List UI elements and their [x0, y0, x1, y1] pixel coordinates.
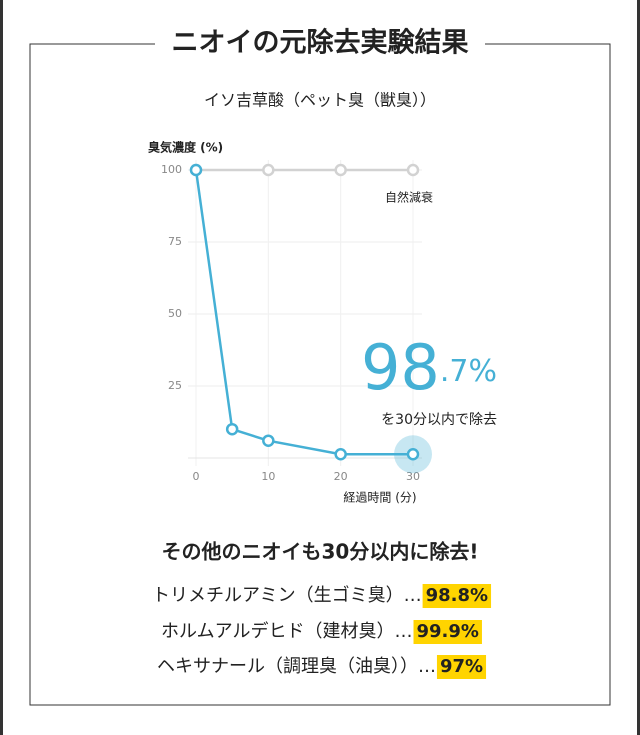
results-heading: その他のニオイも30分以内に除去!	[162, 540, 479, 564]
y-label: 臭気濃度 (%)	[148, 140, 223, 155]
annotation-big: 98	[361, 331, 440, 404]
item-label: ホルムアルデヒド（建材臭）…	[161, 621, 412, 642]
item-value: 97%	[440, 656, 483, 677]
edge	[637, 0, 640, 735]
series-label: 自然減衰	[385, 190, 433, 205]
point	[406, 163, 420, 177]
x-label: 経過時間 (分)	[343, 491, 416, 505]
value-highlight	[422, 584, 492, 608]
page-title: ニオイの元除去実験結果	[172, 27, 469, 59]
x-tick-label: 30	[406, 470, 420, 483]
y-tick-label: 50	[168, 307, 182, 320]
annotation-value: 98.7%	[361, 331, 497, 404]
item-label: ヘキサナール（調理臭（油臭））…	[157, 656, 436, 677]
point	[406, 448, 420, 461]
item-value: 99.9%	[417, 621, 479, 642]
point	[225, 422, 239, 436]
annotation-small: .7%	[440, 354, 497, 389]
annotation-text: を30分以内で除去	[381, 412, 497, 428]
x-tick-label: 20	[334, 470, 348, 483]
item-value: 98.8%	[426, 585, 488, 606]
y-tick-label: 75	[168, 235, 182, 248]
x-tick-label: 10	[261, 470, 275, 483]
value-highlight	[413, 620, 482, 644]
item-label: トリメチルアミン（生ゴミ臭）…	[152, 585, 422, 606]
value-highlight	[436, 655, 487, 679]
point	[334, 448, 347, 461]
point	[189, 163, 203, 177]
point	[262, 434, 275, 447]
title-gap	[155, 30, 485, 60]
y-tick-label: 100	[161, 163, 182, 176]
point	[262, 163, 275, 177]
y-tick-label: 25	[168, 379, 182, 392]
point	[334, 163, 347, 177]
chart-title: イソ吉草酸（ペット臭（獣臭））	[204, 91, 436, 110]
x-tick-label: 0	[193, 470, 200, 483]
edge	[0, 0, 3, 735]
